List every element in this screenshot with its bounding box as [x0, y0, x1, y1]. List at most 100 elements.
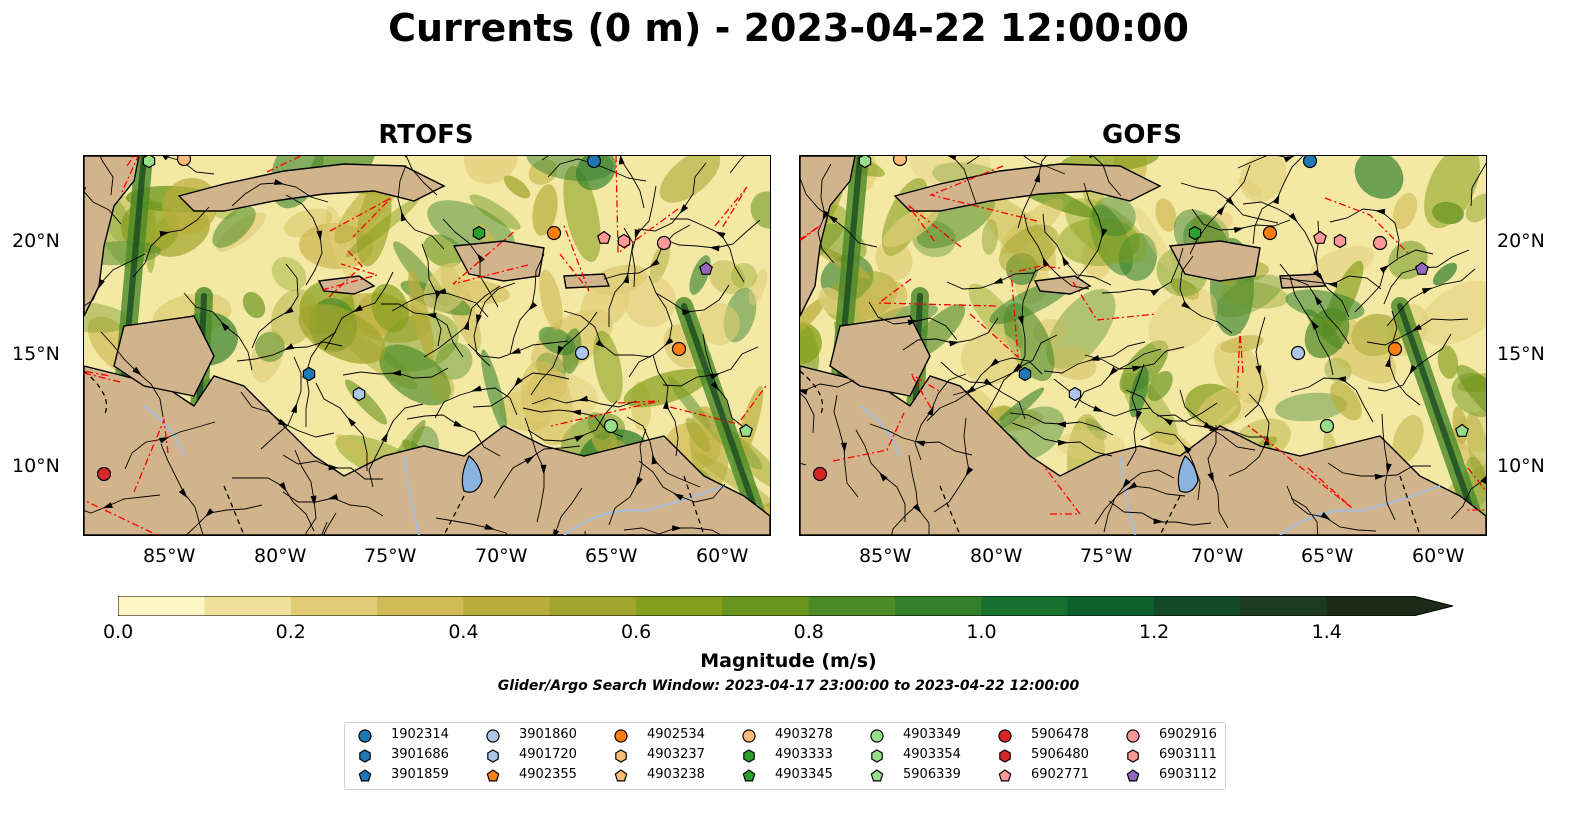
gofs-lon-tick: 70°W: [1191, 545, 1244, 567]
right-lat-tick: 15°N: [1497, 343, 1545, 365]
float-marker-5906478: [96, 466, 112, 482]
legend-label: 4903333: [775, 747, 833, 762]
float-marker-1902314: [1302, 156, 1318, 169]
gofs-map-svg: [800, 156, 1486, 535]
pentagon-marker-icon: [614, 769, 628, 782]
colorbar-segment: [1326, 596, 1414, 616]
float-marker-4903354: [142, 156, 156, 169]
circle-marker-icon: [998, 729, 1012, 743]
panel-title-gofs: GOFS: [1102, 120, 1182, 150]
colorbar-tick: 0.4: [448, 621, 479, 643]
legend-label: 3901860: [519, 727, 577, 742]
legend-label: 1902314: [391, 727, 449, 742]
legend-label: 5906478: [1031, 727, 1089, 742]
legend-label: 4903345: [775, 767, 833, 782]
legend-label: 4903278: [775, 727, 833, 742]
float-marker-3901686: [1018, 366, 1032, 382]
gofs-lon-tick: 65°W: [1301, 545, 1354, 567]
float-marker-4903333: [1188, 225, 1202, 241]
gofs-lon-tick: 85°W: [859, 545, 912, 567]
colorbar-segment: [1240, 596, 1328, 616]
legend-label: 5906339: [903, 767, 961, 782]
lake-maracaibo: [1177, 455, 1199, 493]
float-marker-5906478: [812, 466, 828, 482]
pentagon-marker-icon: [486, 769, 500, 782]
pentagon-marker-icon: [870, 769, 884, 782]
colorbar: [117, 595, 1454, 617]
float-marker-4902534: [546, 225, 562, 241]
legend-label: 5906480: [1031, 747, 1089, 762]
legend-label: 4902534: [647, 727, 705, 742]
legend-label: 6902916: [1159, 727, 1217, 742]
pentagon-marker-icon: [742, 769, 756, 782]
float-marker-3901860: [574, 345, 590, 361]
float-markers: [812, 156, 1469, 482]
colorbar-extend-arrow: [1413, 596, 1453, 616]
float-marker-4902534: [671, 341, 687, 357]
rtofs-lon-tick: 70°W: [475, 545, 528, 567]
colorbar-label: Magnitude (m/s): [700, 650, 877, 672]
colorbar-segment: [290, 596, 378, 616]
legend-label: 3901686: [391, 747, 449, 762]
colorbar-tick: 0.2: [275, 621, 306, 643]
map-panel-gofs[interactable]: [799, 155, 1487, 536]
colorbar-segment: [1067, 596, 1155, 616]
float-marker-4901720: [352, 386, 366, 402]
float-marker-5906339: [739, 423, 753, 437]
colorbar-segment: [463, 596, 551, 616]
legend-label: 4903237: [647, 747, 705, 762]
legend-label: 4902355: [519, 767, 577, 782]
float-marker-6902771: [1313, 230, 1327, 244]
map-panel-rtofs[interactable]: [83, 155, 771, 536]
left-lat-tick: 15°N: [12, 343, 60, 365]
rtofs-map-svg: [84, 156, 770, 535]
colorbar-tick: 0.0: [103, 621, 134, 643]
land-masses: [800, 156, 1486, 535]
circle-marker-icon: [486, 729, 500, 743]
float-marker-6903112: [1415, 261, 1429, 275]
hexagon-marker-icon: [999, 749, 1011, 763]
gofs-lon-tick: 75°W: [1080, 545, 1133, 567]
colorbar-segment: [722, 596, 810, 616]
current-streamlines: [800, 156, 1486, 535]
rtofs-lon-tick: 80°W: [254, 545, 307, 567]
legend-label: 6903111: [1159, 747, 1217, 762]
legend-label: 4903354: [903, 747, 961, 762]
float-marker-6902916: [656, 235, 672, 251]
colorbar-tick: 0.8: [793, 621, 824, 643]
float-marker-3901860: [1290, 345, 1306, 361]
colorbar-tick: 1.4: [1311, 621, 1342, 643]
legend-label: 4903238: [647, 767, 705, 782]
rtofs-lon-tick: 85°W: [143, 545, 196, 567]
legend-label: 3901859: [391, 767, 449, 782]
colorbar-tick: 1.2: [1139, 621, 1170, 643]
panel-title-rtofs: RTOFS: [378, 120, 474, 150]
hexagon-marker-icon: [871, 749, 883, 763]
circle-marker-icon: [742, 729, 756, 743]
gofs-lon-tick: 80°W: [970, 545, 1023, 567]
float-marker-6902771: [597, 230, 611, 244]
pentagon-marker-icon: [358, 769, 372, 782]
circle-marker-icon: [358, 729, 372, 743]
colorbar-segment: [118, 596, 205, 616]
hexagon-marker-icon: [1127, 749, 1139, 763]
pentagon-marker-icon: [998, 769, 1012, 782]
float-marker-4901720: [1068, 386, 1082, 402]
colorbar-segment: [808, 596, 896, 616]
left-lat-tick: 20°N: [12, 230, 60, 252]
figure-title: Currents (0 m) - 2023-04-22 12:00:00: [388, 6, 1189, 50]
colorbar-segment: [1154, 596, 1241, 616]
left-lat-tick: 10°N: [12, 455, 60, 477]
float-marker-4903354: [858, 156, 872, 169]
circle-marker-icon: [614, 729, 628, 743]
hexagon-marker-icon: [743, 749, 755, 763]
circle-marker-icon: [870, 729, 884, 743]
float-marker-4903349: [1319, 418, 1335, 434]
float-marker-6903111: [1333, 233, 1347, 249]
float-marker-3901686: [302, 366, 316, 382]
legend-label: 4901720: [519, 747, 577, 762]
float-marker-6903111: [617, 233, 631, 249]
rtofs-lon-tick: 65°W: [585, 545, 638, 567]
float-marker-1902314: [586, 156, 602, 169]
float-marker-6902916: [1372, 235, 1388, 251]
